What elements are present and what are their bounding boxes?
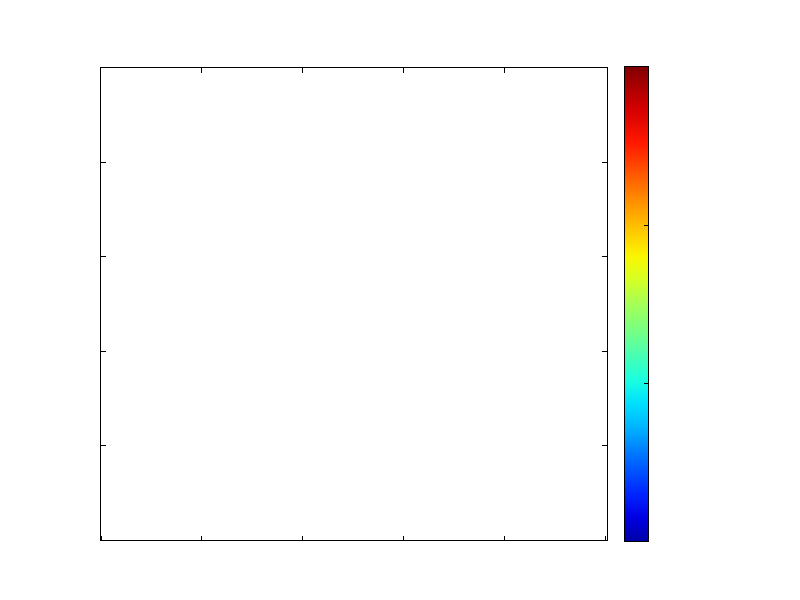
x-tick-300: [403, 536, 405, 541]
colorbar[interactable]: [624, 66, 649, 542]
x-tick-500: [605, 536, 607, 541]
x-tick-200: [302, 536, 304, 541]
y-tick-500: [101, 67, 106, 69]
x-tick-top-300: [403, 68, 405, 73]
scatter-density-plot[interactable]: [101, 68, 606, 539]
x-tick-100: [201, 536, 203, 541]
y-tick-200: [101, 351, 106, 353]
y-tick-300: [101, 256, 106, 258]
y-tick-0: [101, 540, 106, 542]
y-tick-right-300: [602, 256, 607, 258]
x-tick-0: [101, 536, 103, 541]
y-tick-400: [101, 162, 106, 164]
x-tick-top-400: [504, 68, 506, 73]
y-tick-right-400: [602, 162, 607, 164]
y-tick-right-200: [602, 351, 607, 353]
x-tick-top-200: [302, 68, 304, 73]
y-tick-100: [101, 445, 106, 447]
plot-axes[interactable]: [100, 67, 608, 541]
colorbar-tick-10: [644, 383, 649, 385]
x-tick-top-100: [201, 68, 203, 73]
colorbar-tick-100: [644, 225, 649, 227]
colorbar-gradient: [625, 67, 648, 541]
y-tick-right-100: [602, 445, 607, 447]
x-tick-400: [504, 536, 506, 541]
